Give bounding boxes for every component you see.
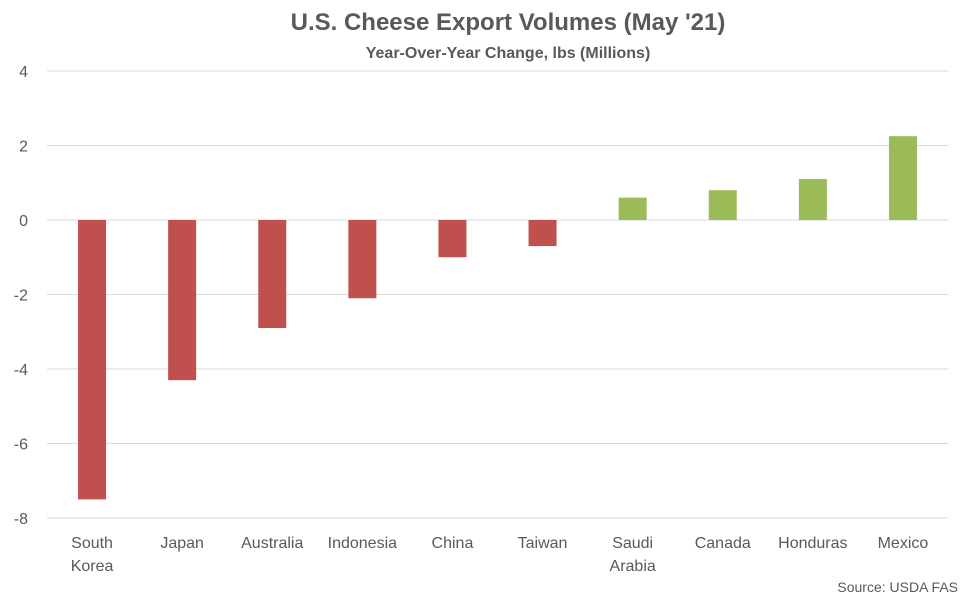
bar <box>528 220 557 247</box>
bar <box>618 197 647 220</box>
source-note: Source: USDA FAS <box>837 579 958 595</box>
x-category-label: Taiwan <box>518 535 568 552</box>
bar <box>708 190 737 220</box>
gridlines <box>47 70 948 519</box>
bar <box>888 136 917 220</box>
y-tick-label: -2 <box>14 288 28 305</box>
y-tick-label: -6 <box>14 437 28 454</box>
y-tick-label: -8 <box>14 511 28 528</box>
y-tick-label: -4 <box>14 362 28 379</box>
x-category-label: Indonesia <box>328 535 397 552</box>
x-category-label: China <box>432 535 474 552</box>
bar <box>168 220 197 381</box>
y-axis-tick-labels: -8 -6 -4 -2 0 2 4 <box>14 64 28 528</box>
y-tick-label: 4 <box>19 64 28 81</box>
bar <box>258 220 287 329</box>
bars <box>78 136 917 500</box>
bar <box>348 220 377 299</box>
x-category-label: South Korea <box>71 535 114 575</box>
bar <box>798 179 827 220</box>
x-category-label: Saudi Arabia <box>610 535 656 575</box>
y-tick-label: 2 <box>19 139 28 156</box>
x-category-label: Japan <box>160 535 204 552</box>
chart-subtitle: Year-Over-Year Change, lbs (Millions) <box>366 45 651 62</box>
x-category-label: Honduras <box>778 535 847 552</box>
x-axis-category-labels: South Korea Japan Australia Indonesia China Ta… <box>71 535 929 575</box>
bar <box>78 220 107 500</box>
x-category-label: Canada <box>695 535 751 552</box>
bar <box>438 220 467 258</box>
x-category-label: Australia <box>241 535 303 552</box>
y-tick-label: 0 <box>19 213 28 230</box>
chart-title: U.S. Cheese Export Volumes (May '21) <box>291 9 726 36</box>
x-category-label: Mexico <box>878 535 929 552</box>
